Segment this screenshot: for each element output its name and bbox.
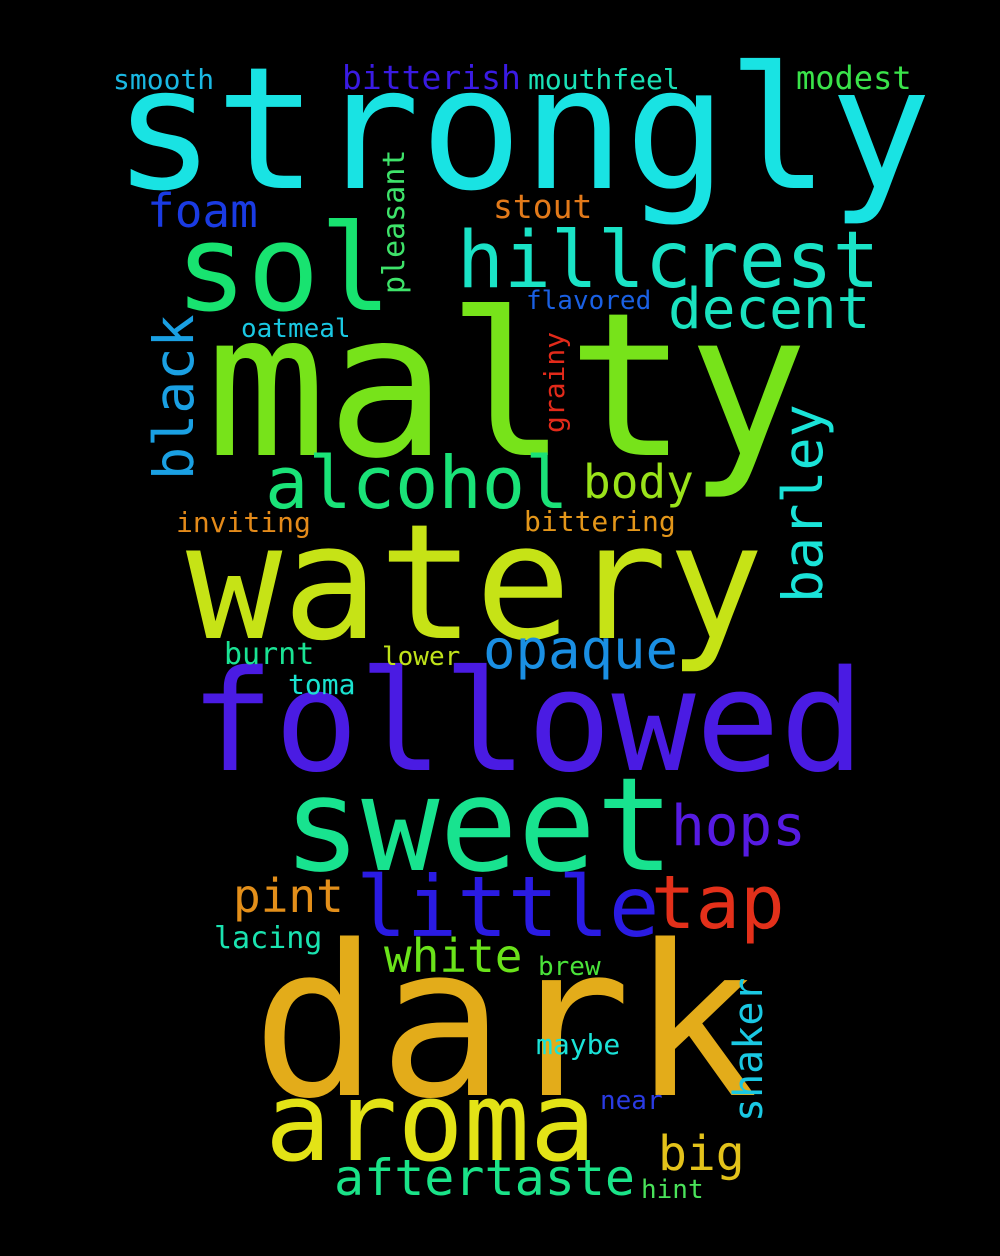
word-sol: sol xyxy=(175,200,392,339)
word-little: little xyxy=(356,858,659,956)
word-pint: pint xyxy=(233,869,344,923)
word-dark: dark xyxy=(252,900,758,1145)
word-bitterish: bitterish xyxy=(342,58,521,97)
word-bittering: bittering xyxy=(524,505,676,538)
word-black: black xyxy=(142,314,206,480)
word-flavored: flavored xyxy=(526,286,651,316)
word-barley: barley xyxy=(771,404,835,603)
word-modest: modest xyxy=(796,59,912,97)
word-hops: hops xyxy=(671,794,806,859)
word-mouthfeel: mouthfeel xyxy=(528,63,680,96)
word-foam: foam xyxy=(147,184,258,238)
word-grainy: grainy xyxy=(538,332,571,433)
word-shaker: shaker xyxy=(726,978,772,1123)
word-toma: toma xyxy=(288,668,355,701)
word-body: body xyxy=(583,455,694,509)
word-lower: lower xyxy=(382,642,460,672)
word-near: near xyxy=(600,1086,663,1116)
word-malty: malty xyxy=(206,270,808,503)
word-brew: brew xyxy=(538,952,601,982)
word-opaque: opaque xyxy=(483,618,678,681)
word-inviting: inviting xyxy=(176,506,311,539)
word-watery: watery xyxy=(186,489,764,676)
word-strongly: strongly xyxy=(113,31,932,229)
word-white: white xyxy=(384,929,522,983)
word-burnt: burnt xyxy=(224,637,314,672)
word-smooth: smooth xyxy=(113,63,214,96)
word-lacing: lacing xyxy=(214,921,322,956)
word-pleasant: pleasant xyxy=(377,150,412,295)
word-decent: decent xyxy=(668,277,870,342)
word-hint: hint xyxy=(641,1175,704,1205)
word-tap: tap xyxy=(651,860,785,946)
word-hillcrest: hillcrest xyxy=(457,216,880,306)
word-maybe: maybe xyxy=(536,1028,620,1061)
word-big: big xyxy=(658,1126,745,1182)
word-alcohol: alcohol xyxy=(265,441,568,525)
word-aroma: aroma xyxy=(265,1058,596,1186)
word-oatmeal: oatmeal xyxy=(241,314,351,344)
word-stout: stout xyxy=(493,187,592,226)
word-followed: followed xyxy=(190,641,864,804)
word-aftertaste: aftertaste xyxy=(334,1149,635,1207)
word-sweet: sweet xyxy=(283,749,674,901)
